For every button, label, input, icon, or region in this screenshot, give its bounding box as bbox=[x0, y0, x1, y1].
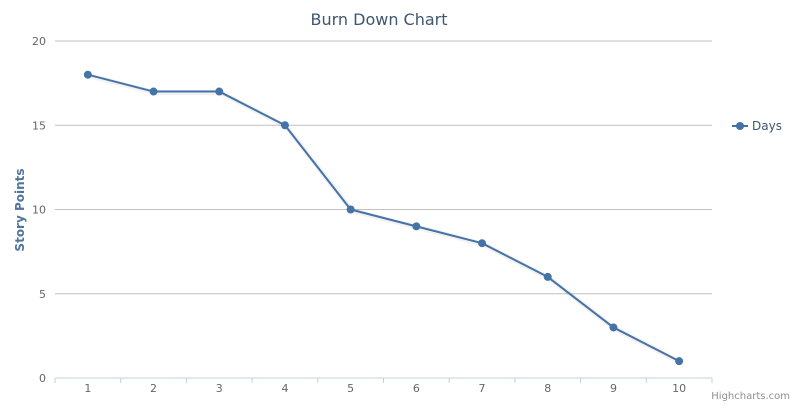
chart-title: Burn Down Chart bbox=[310, 10, 447, 29]
credits-link[interactable]: Highcharts.com bbox=[711, 391, 790, 402]
legend-marker-icon bbox=[736, 122, 744, 130]
x-tick-label: 1 bbox=[84, 382, 91, 395]
x-tick-label: 6 bbox=[413, 382, 420, 395]
x-tick-label: 7 bbox=[479, 382, 486, 395]
data-point[interactable] bbox=[609, 323, 618, 332]
series-days[interactable] bbox=[83, 70, 684, 366]
y-tick-label: 15 bbox=[32, 119, 46, 132]
x-tick-label: 5 bbox=[347, 382, 354, 395]
gridlines bbox=[55, 40, 712, 295]
y-tick-label: 5 bbox=[39, 288, 46, 301]
legend[interactable]: Days bbox=[732, 119, 782, 133]
y-tick-label: 20 bbox=[32, 35, 46, 48]
series-line bbox=[87, 73, 680, 363]
x-axis bbox=[54, 377, 713, 383]
x-tick-label: 9 bbox=[610, 382, 617, 395]
data-point[interactable] bbox=[83, 70, 92, 79]
x-tick-label: 10 bbox=[672, 382, 686, 395]
x-axis-tick-labels: 1 2 3 4 5 6 7 8 9 10 bbox=[84, 382, 686, 395]
data-point[interactable] bbox=[280, 121, 289, 130]
data-point[interactable] bbox=[215, 87, 224, 96]
legend-label-days[interactable]: Days bbox=[752, 119, 782, 133]
x-tick-label: 3 bbox=[216, 382, 223, 395]
y-axis-title: Story Points bbox=[13, 168, 27, 251]
x-tick-label: 4 bbox=[281, 382, 288, 395]
y-axis-tick-labels: 0 5 10 15 20 bbox=[32, 35, 46, 385]
data-point[interactable] bbox=[478, 239, 487, 248]
data-point[interactable] bbox=[149, 87, 158, 96]
y-tick-label: 0 bbox=[39, 372, 46, 385]
data-point[interactable] bbox=[412, 222, 421, 231]
data-point[interactable] bbox=[675, 357, 684, 366]
data-point[interactable] bbox=[346, 205, 355, 214]
x-tick-label: 8 bbox=[544, 382, 551, 395]
data-point[interactable] bbox=[543, 272, 552, 281]
x-tick-label: 2 bbox=[150, 382, 157, 395]
y-tick-label: 10 bbox=[32, 204, 46, 217]
